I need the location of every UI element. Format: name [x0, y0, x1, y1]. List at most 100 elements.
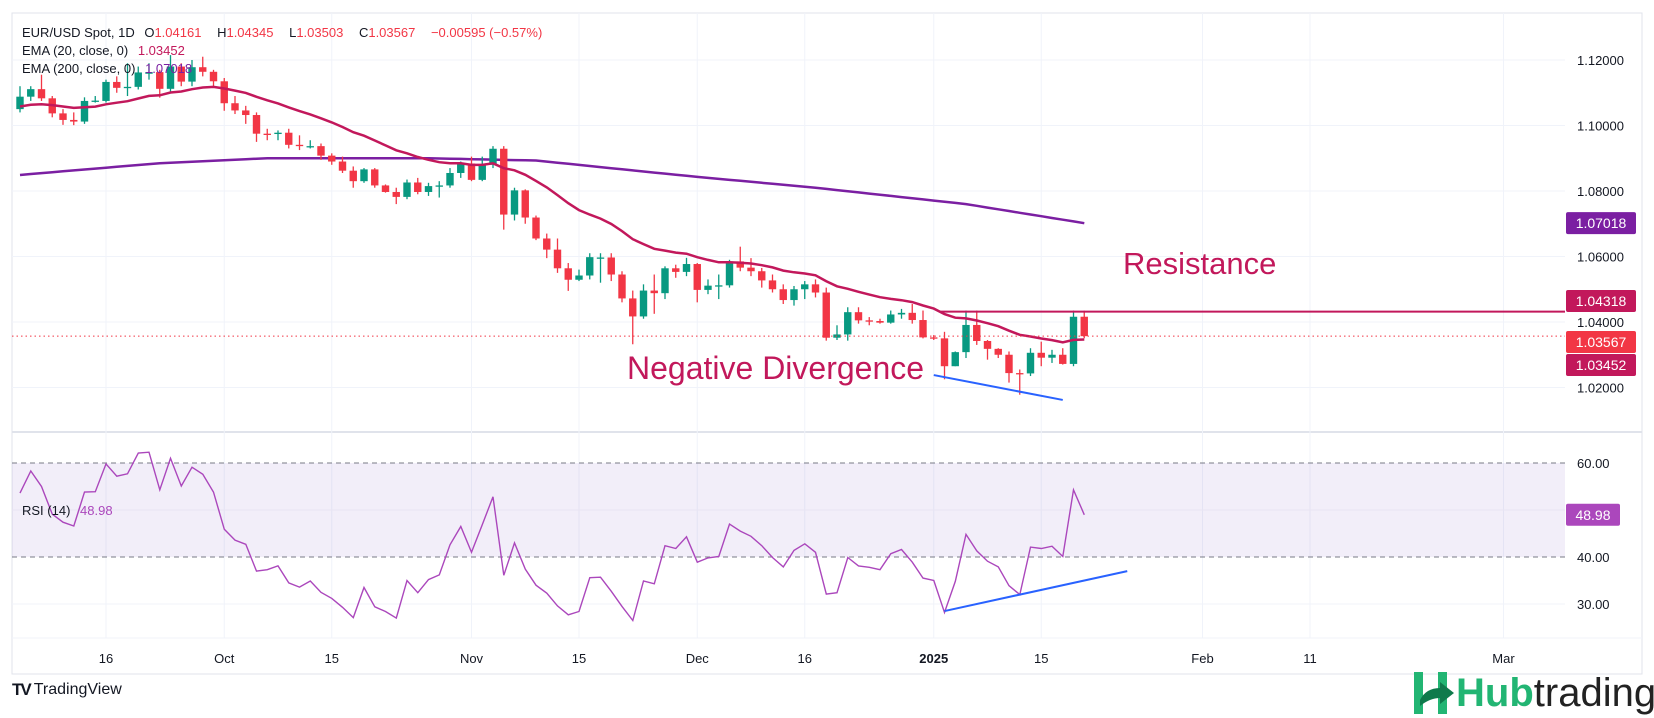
candle-body: [650, 290, 658, 294]
divergence-annotation: Negative Divergence: [627, 350, 924, 386]
ema20-line[interactable]: [19, 85, 1085, 344]
ema20-value: 1.03452: [137, 43, 185, 58]
candle-body: [801, 284, 809, 290]
ema200-legend[interactable]: EMA (200, close, 0) 1.07018: [22, 61, 198, 76]
candle-body: [467, 163, 476, 180]
candle: [349, 166, 357, 188]
candle: [37, 74, 46, 101]
candle-body: [693, 264, 701, 290]
candle-body: [575, 275, 583, 280]
candle: [983, 340, 992, 360]
candle-body: [854, 312, 863, 321]
x-tick-label: 15: [1034, 651, 1048, 666]
price-badge: [1566, 354, 1636, 376]
candle: [994, 348, 1002, 359]
rsi-trendline[interactable]: [944, 570, 1128, 613]
candle-body: [962, 324, 970, 353]
candle: [274, 130, 282, 141]
candle: [91, 96, 99, 103]
candle-body: [381, 185, 390, 192]
candle-body: [940, 338, 949, 367]
candle-body: [876, 321, 884, 323]
candle-body: [919, 320, 927, 338]
candle: [1048, 349, 1056, 363]
price-trendline[interactable]: [933, 374, 1063, 401]
candle-body: [457, 163, 465, 173]
candle: [876, 318, 884, 324]
price-tick-label: 1.04000: [1577, 315, 1624, 330]
candle-body: [521, 190, 529, 218]
candle: [242, 105, 250, 124]
candle: [306, 140, 314, 149]
candle: [16, 86, 24, 113]
candle: [973, 310, 981, 345]
candle-body: [994, 348, 1002, 355]
price-tick-label: 1.12000: [1577, 53, 1624, 68]
candle-body: [328, 155, 336, 162]
candle-body: [811, 284, 820, 293]
high-value: 1.04345: [226, 25, 274, 40]
candle: [435, 181, 443, 198]
x-tick-label: Nov: [460, 651, 484, 666]
candle: [188, 60, 196, 87]
price-badge-label: 1.04318: [1576, 293, 1627, 309]
candle-body: [80, 100, 89, 122]
candle-body: [102, 81, 110, 101]
candle: [543, 233, 551, 259]
rsi-badge-label: 48.98: [1575, 507, 1610, 523]
high-label: H: [217, 25, 227, 40]
symbol-title: EUR/USD Spot, 1D: [22, 25, 135, 40]
candle: [521, 189, 529, 224]
candle: [392, 187, 400, 205]
candle-body: [844, 312, 852, 335]
tradingview-logo[interactable]: TV TradingView: [12, 680, 122, 700]
tradingview-mark-icon: TV: [12, 680, 32, 699]
x-tick-label: Oct: [214, 651, 235, 666]
price-tick-label: 1.08000: [1577, 184, 1624, 199]
rsi-tick-label: 30.00: [1577, 597, 1610, 612]
candle-body: [758, 271, 766, 281]
price-badge-label: 1.07018: [1576, 215, 1627, 231]
rsi-line[interactable]: [19, 451, 1085, 623]
candle: [629, 290, 637, 345]
candle-body: [156, 72, 164, 89]
candle-body: [865, 320, 873, 322]
candle: [865, 317, 873, 326]
candle-body: [209, 71, 218, 82]
rsi-legend[interactable]: RSI (14) 48.98: [22, 503, 119, 518]
candle-body: [1037, 352, 1045, 358]
candle: [177, 63, 185, 87]
candle: [145, 63, 153, 80]
candle-body: [231, 103, 239, 111]
candle-body: [285, 132, 293, 145]
candle: [575, 269, 583, 282]
ema200-line[interactable]: [19, 156, 1085, 225]
tradingview-wordmark: TradingView: [33, 681, 122, 698]
candle: [586, 253, 594, 280]
candle-body: [596, 257, 605, 259]
price-badge-label: 1.03452: [1576, 357, 1627, 373]
candle: [736, 246, 744, 272]
candle: [930, 335, 938, 341]
candle-body: [736, 261, 744, 268]
candle: [607, 253, 615, 282]
candle: [650, 274, 658, 314]
candle: [758, 267, 766, 288]
candle: [887, 310, 895, 324]
candle: [1069, 310, 1078, 367]
candle: [424, 182, 433, 196]
candle-body: [414, 182, 422, 192]
candle-body: [973, 324, 981, 341]
resistance-annotation: Resistance: [1123, 246, 1276, 281]
ohlc-low: L1.03503: [289, 25, 349, 40]
candle-body: [145, 72, 153, 74]
ohlc-open: O1.04161: [144, 25, 207, 40]
candle: [747, 258, 755, 277]
candle: [1059, 348, 1067, 365]
candle: [80, 97, 89, 124]
candle: [467, 156, 476, 182]
candle: [360, 168, 368, 183]
ema20-legend[interactable]: EMA (20, close, 0) 1.03452: [22, 43, 191, 58]
candle: [70, 112, 78, 126]
